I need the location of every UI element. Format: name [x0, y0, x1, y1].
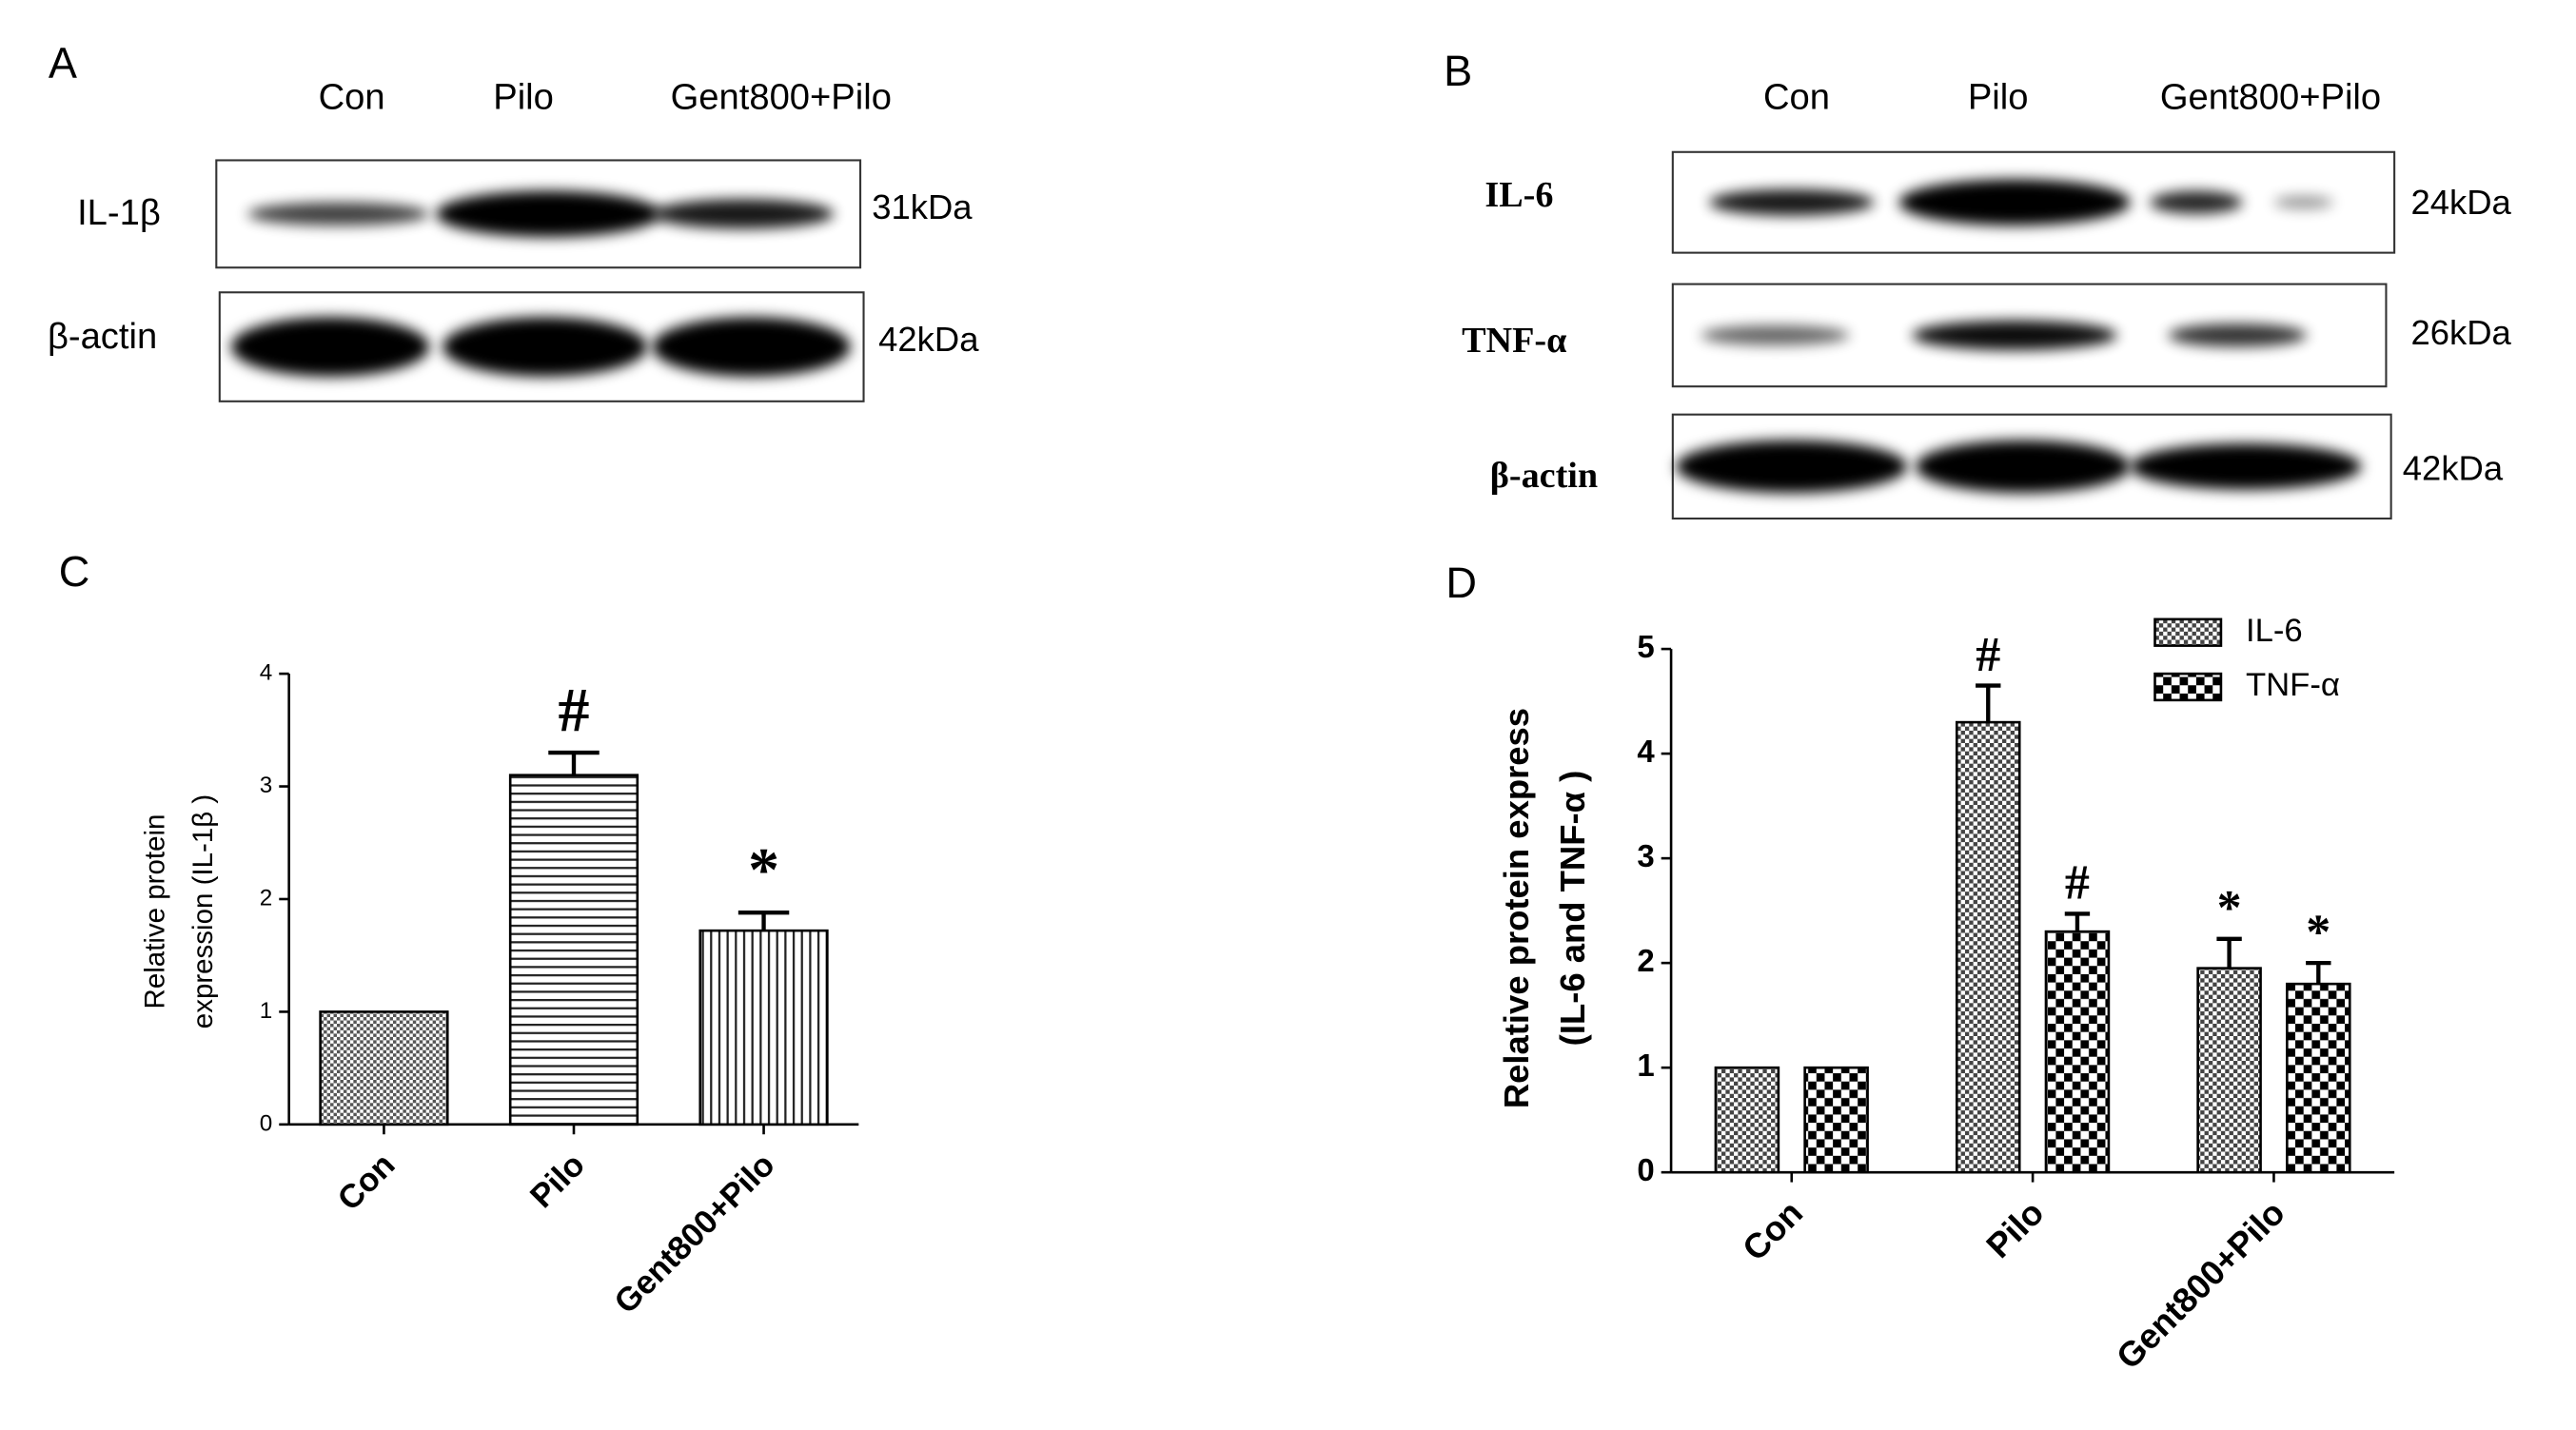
blot-band — [2130, 443, 2362, 490]
bar — [2286, 982, 2351, 1174]
blot-band — [2168, 323, 2308, 347]
error-bar — [1976, 683, 2001, 723]
error-bar — [2306, 960, 2331, 985]
y-axis-label: (IL-6 and TNF-α ) — [1553, 771, 1592, 1047]
lane-label: Gent800+Pilo — [2160, 76, 2381, 117]
blot-band — [2273, 195, 2333, 209]
x-tick-label: Pilo — [1978, 1193, 2051, 1265]
blot-band — [652, 199, 835, 229]
y-tick-label: 3 — [260, 773, 273, 798]
blot-band — [436, 190, 661, 238]
y-tick-label: 0 — [260, 1110, 273, 1136]
legend-swatch — [2153, 617, 2223, 647]
significance-mark: # — [2065, 856, 2090, 911]
blot-band — [1912, 320, 2117, 351]
size-label: 42kDa — [878, 320, 979, 359]
size-label: 26kDa — [2410, 313, 2511, 352]
size-label: 42kDa — [2403, 448, 2504, 487]
panel-label: C — [59, 547, 90, 596]
error-bar — [737, 911, 790, 931]
lane-label: Con — [1763, 76, 1830, 117]
lane-label: Con — [319, 76, 385, 117]
x-tick-label: Gent800+Pilo — [608, 1146, 782, 1321]
y-axis-label: Relative protein — [140, 814, 171, 1009]
y-axis-label: expression (IL-1β ) — [187, 794, 219, 1028]
protein-label: IL-6 — [1485, 175, 1553, 215]
size-label: 24kDa — [2410, 183, 2511, 222]
y-tick-label: 5 — [1637, 629, 1654, 664]
bar — [2196, 967, 2262, 1174]
y-tick-label: 1 — [1637, 1048, 1654, 1083]
panel-label: A — [49, 38, 77, 87]
significance-mark: * — [2306, 905, 2330, 959]
y-tick-label: 1 — [260, 998, 273, 1024]
y-tick-label: 2 — [1637, 943, 1654, 978]
bar — [1955, 720, 2021, 1174]
protein-label: TNF-α — [1462, 321, 1566, 361]
protein-label: β-actin — [48, 316, 157, 357]
bar — [698, 929, 829, 1126]
blot-band — [2150, 190, 2243, 214]
blot-band — [247, 202, 430, 225]
bar — [508, 774, 639, 1126]
panel-label: D — [1445, 558, 1477, 607]
lane-label: Pilo — [493, 76, 554, 117]
blot-band — [442, 317, 648, 377]
y-axis-label: Relative protein express — [1497, 708, 1536, 1108]
x-tick-label: Con — [331, 1146, 403, 1218]
significance-mark: # — [1976, 628, 2000, 682]
legend-swatch — [2153, 672, 2223, 702]
protein-label: IL-1β — [77, 192, 161, 233]
blot-band — [1676, 440, 1908, 494]
bar — [2044, 930, 2111, 1174]
error-bar — [2064, 911, 2091, 932]
legend-label: IL-6 — [2246, 613, 2303, 649]
x-tick-label: Pilo — [523, 1146, 592, 1215]
bar — [319, 1010, 449, 1126]
size-label: 31kDa — [872, 187, 973, 226]
error-bar — [548, 750, 600, 775]
panel-label: B — [1444, 47, 1472, 95]
y-tick-label: 4 — [1637, 734, 1655, 769]
blot-band — [230, 317, 430, 377]
bar — [1714, 1066, 1780, 1174]
x-tick-label: Gent800+Pilo — [2109, 1193, 2292, 1377]
y-tick-label: 3 — [1637, 838, 1654, 873]
blot-band — [1898, 179, 2131, 225]
significance-mark: * — [748, 835, 779, 905]
protein-label: β-actin — [1490, 456, 1598, 496]
blot-band — [1915, 440, 2131, 494]
legend-label: TNF-α — [2246, 667, 2340, 703]
y-tick-label: 2 — [260, 885, 273, 911]
error-bar — [2216, 936, 2242, 969]
y-tick-label: 4 — [260, 660, 273, 686]
significance-mark: * — [2217, 881, 2242, 935]
lane-label: Gent800+Pilo — [671, 76, 892, 117]
bar — [1803, 1066, 1869, 1174]
blot-band — [1701, 324, 1850, 345]
x-tick-label: Con — [1735, 1193, 1810, 1268]
lane-label: Pilo — [1968, 76, 2029, 117]
significance-mark: # — [559, 676, 590, 745]
blot-band — [652, 317, 851, 377]
blot-band — [1708, 188, 1875, 216]
y-tick-label: 0 — [1637, 1152, 1654, 1187]
